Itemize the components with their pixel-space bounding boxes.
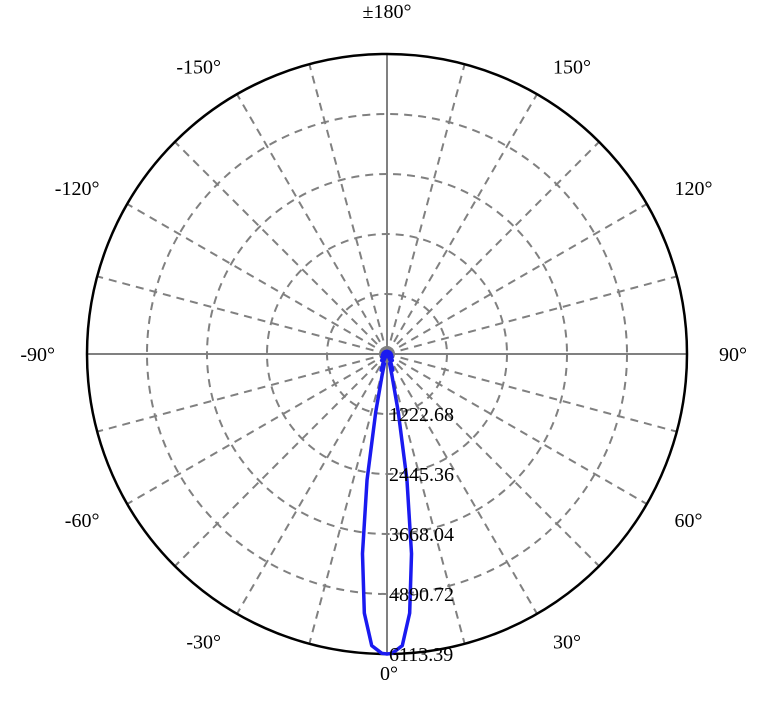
angle-label: -150° [176, 56, 221, 78]
radial-label: 6113.39 [389, 644, 453, 666]
angle-label: 150° [553, 56, 591, 78]
angle-label: ±180° [363, 1, 412, 23]
angle-label: -30° [186, 632, 221, 654]
radial-label: 2445.36 [389, 464, 454, 486]
angle-label: -120° [55, 178, 100, 200]
polar-chart: ±180° 150° 120° 90° 60° 30° 0° -30° -60° -90° -120… [0, 0, 774, 709]
radial-label: 3668.04 [389, 524, 454, 546]
radial-label: 1222.68 [389, 404, 454, 426]
angle-label: 30° [553, 632, 581, 654]
angle-label: 60° [675, 510, 703, 532]
polar-chart-container: ±180° 150° 120° 90° 60° 30° 0° -30° -60° -90° -120… [0, 0, 774, 709]
angle-label: -90° [20, 344, 55, 366]
angle-label: 90° [719, 344, 747, 366]
angle-label: -60° [65, 510, 100, 532]
angle-label: 0° [380, 663, 398, 685]
angle-label: 120° [675, 178, 713, 200]
radial-label: 4890.72 [389, 584, 454, 606]
